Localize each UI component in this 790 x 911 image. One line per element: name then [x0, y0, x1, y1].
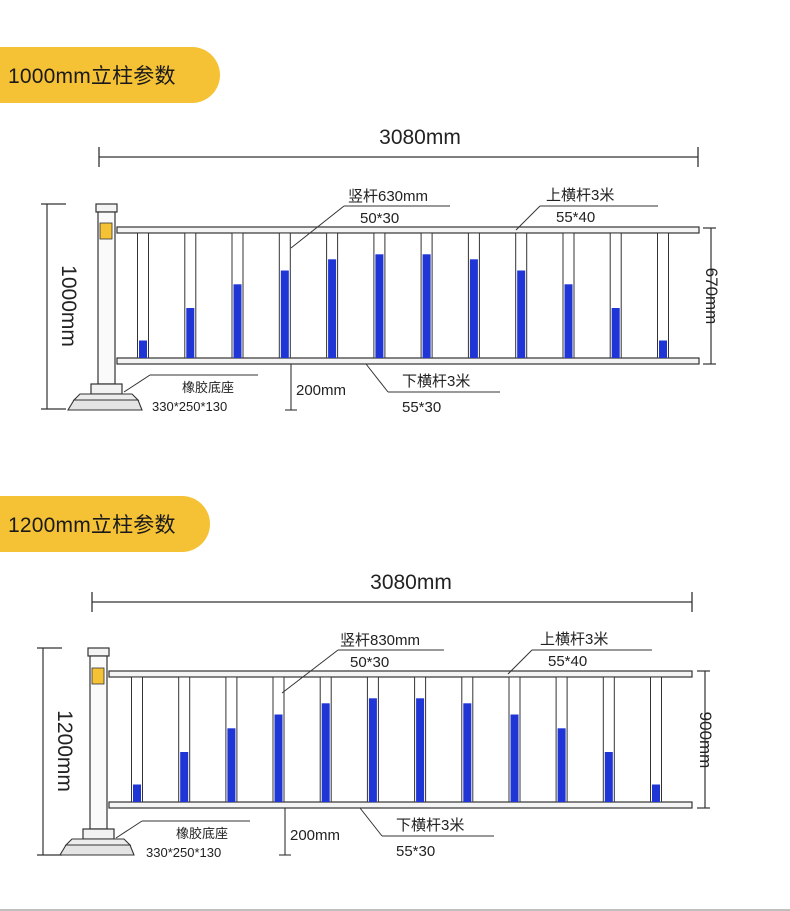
ground-clearance-dimension: 200mm — [279, 808, 340, 856]
top-rail — [116, 226, 700, 234]
fence-diagram: 3080mm 1000mm 670mm — [41, 126, 721, 416]
total-width-dimension: 3080mm — [91, 571, 693, 612]
top-rail — [108, 670, 693, 678]
bottom-rail — [116, 357, 700, 365]
post-height-label: 1000mm — [57, 265, 80, 347]
section-title-badge: 1000mm立柱参数 — [0, 47, 220, 103]
ground-clearance-label: 200mm — [290, 827, 340, 844]
post-height-label: 1200mm — [53, 710, 76, 792]
vertical-bar-blue-fill — [227, 728, 236, 803]
bottom-rail — [108, 801, 693, 809]
bottom-rail-callout: 下横杆3米 55*30 — [365, 363, 500, 416]
bottom-rail-label: 下横杆3米 — [396, 817, 464, 834]
base-callout: 橡胶底座 330*250*130 — [123, 374, 258, 414]
vertical-bar-size: 50*30 — [350, 654, 389, 671]
vertical-bar-blue-fill — [604, 752, 613, 802]
top-rail-size: 55*40 — [556, 209, 595, 226]
bottom-rail-size: 55*30 — [396, 843, 435, 860]
vertical-bar-blue-fill — [133, 784, 141, 802]
base-label: 橡胶底座 — [182, 380, 234, 395]
post — [67, 203, 143, 411]
vertical-bars — [137, 232, 669, 359]
vertical-bar-blue-fill — [469, 259, 478, 359]
total-width-label: 3080mm — [379, 126, 461, 149]
post — [59, 647, 135, 856]
panel-height-label: 900mm — [696, 712, 715, 769]
vertical-bar-blue-fill — [510, 714, 519, 802]
base-size: 330*250*130 — [152, 399, 227, 414]
vertical-bar-blue-fill — [233, 284, 242, 359]
vertical-bar — [657, 232, 669, 359]
top-rail-label: 上横杆3米 — [546, 187, 614, 204]
base-size: 330*250*130 — [146, 845, 221, 860]
vertical-bar-blue-fill — [659, 340, 667, 358]
base-label: 橡胶底座 — [176, 826, 228, 841]
vertical-bar — [137, 232, 149, 359]
reflector-strip — [91, 667, 105, 685]
ground-clearance-dimension: 200mm — [285, 364, 346, 411]
rubber-base — [59, 844, 135, 856]
vertical-bar-label: 竖杆830mm — [340, 632, 420, 649]
ground-clearance-label: 200mm — [296, 382, 346, 399]
spec-section-1000: 1000mm立柱参数 3080mm 1000mm 670mm — [0, 0, 790, 455]
base-callout: 橡胶底座 330*250*130 — [115, 820, 250, 860]
vertical-bar-blue-fill — [652, 784, 660, 802]
reflector-strip — [99, 222, 113, 240]
rubber-base — [67, 399, 143, 411]
top-rail-size: 55*40 — [548, 653, 587, 670]
top-rail-callout: 上横杆3米 55*40 — [515, 187, 658, 231]
panel-height-dimension: 670mm — [702, 227, 721, 365]
bottom-rail-label: 下横杆3米 — [402, 373, 470, 390]
vertical-bar-blue-fill — [180, 752, 189, 802]
vertical-bar-blue-fill — [139, 340, 147, 358]
vertical-bar-blue-fill — [564, 284, 573, 359]
top-rail-label: 上横杆3米 — [540, 631, 608, 648]
vertical-bar-blue-fill — [368, 698, 377, 803]
fence-diagram: 3080mm 1200mm 900mm 竖杆830mm — [37, 571, 715, 860]
vertical-bar-blue-fill — [274, 714, 283, 802]
vertical-bar-callout: 竖杆830mm 50*30 — [281, 632, 444, 694]
vertical-bar-blue-fill — [321, 703, 330, 803]
vertical-bar — [650, 676, 662, 803]
vertical-bar — [131, 676, 143, 803]
vertical-bar-blue-fill — [557, 728, 566, 803]
post-height-dimension: 1200mm — [37, 647, 76, 856]
vertical-bars — [131, 676, 662, 803]
vertical-bar-label: 竖杆630mm — [348, 188, 428, 205]
section-title-badge: 1200mm立柱参数 — [0, 496, 210, 552]
vertical-bar-blue-fill — [280, 270, 289, 358]
bottom-divider — [0, 909, 790, 911]
vertical-bar-blue-fill — [328, 259, 337, 359]
bottom-rail-callout: 下横杆3米 55*30 — [359, 807, 494, 860]
vertical-bar-blue-fill — [186, 308, 195, 358]
vertical-bar-blue-fill — [375, 254, 384, 359]
vertical-bar-blue-fill — [422, 254, 431, 359]
panel-height-label: 670mm — [702, 268, 721, 325]
vertical-bar-callout: 竖杆630mm 50*30 — [290, 188, 450, 249]
top-rail-callout: 上横杆3米 55*40 — [507, 631, 652, 675]
vertical-bar-blue-fill — [416, 698, 425, 803]
vertical-bar-blue-fill — [463, 703, 472, 803]
post-height-dimension: 1000mm — [41, 203, 80, 410]
vertical-bar-blue-fill — [611, 308, 620, 358]
total-width-dimension: 3080mm — [98, 126, 699, 167]
total-width-label: 3080mm — [370, 571, 452, 594]
vertical-bar-size: 50*30 — [360, 210, 399, 227]
bottom-rail-size: 55*30 — [402, 399, 441, 416]
vertical-bar-blue-fill — [517, 270, 526, 358]
panel-height-dimension: 900mm — [696, 670, 715, 809]
spec-section-1200: 1200mm立柱参数 3080mm 1200mm 900mm — [0, 455, 790, 911]
